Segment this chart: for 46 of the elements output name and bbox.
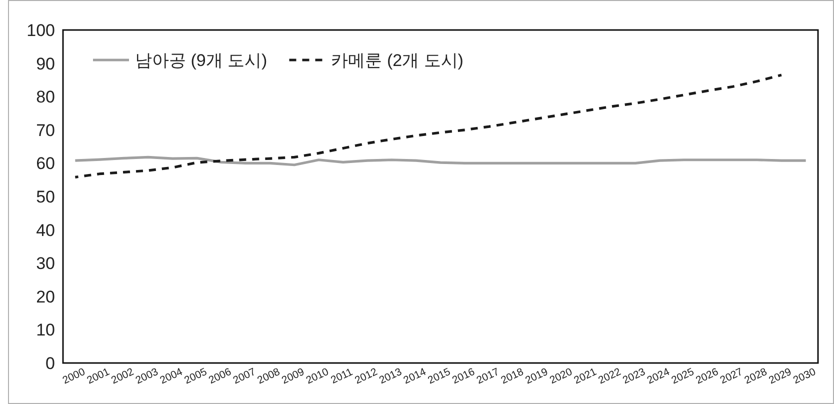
x-tick-label: 2013 [377,366,404,387]
x-tick-label: 2023 [620,366,648,387]
x-tick-label: 2006 [206,366,234,387]
y-tick-label: 80 [36,88,55,107]
line-series [74,74,783,178]
legend-label: 카메룬 (2개 도시) [331,51,464,70]
x-tick-label: 2001 [85,366,112,387]
x-tick-label: 2012 [353,366,380,387]
x-tick-label: 2007 [231,366,258,387]
x-tick-label: 2027 [718,366,745,387]
x-tick-label: 2014 [402,366,428,387]
x-tick-label: 2015 [426,366,452,387]
x-tick-label: 2026 [694,366,720,387]
x-tick-label: 2021 [572,366,599,387]
x-tick-label: 2019 [524,366,550,387]
x-tick-label: 2005 [182,366,209,387]
x-tick-label: 2000 [60,366,88,387]
x-tick-label: 2009 [280,366,306,387]
x-tick-label: 2025 [670,366,696,387]
y-tick-label: 60 [36,154,55,174]
x-tick-label: 2024 [645,366,672,387]
x-tick-label: 2004 [158,366,185,387]
x-tick-label: 2002 [110,366,136,387]
x-tick-label: 2020 [548,366,574,387]
x-tick-label: 2030 [791,366,818,387]
y-tick-label: 10 [36,320,55,340]
x-tick-label: 2018 [499,366,526,387]
x-tick-label: 2028 [742,366,770,387]
x-tick-label: 2017 [474,366,502,387]
y-tick-label: 30 [36,254,55,274]
y-tick-label: 90 [36,54,55,74]
y-tick-label: 50 [36,188,55,206]
x-tick-label: 2010 [304,366,331,387]
x-tick-label: 2003 [134,366,160,387]
legend-label: 남아공 (9개 도시) [135,51,268,70]
y-tick-label: 0 [46,354,55,373]
y-tick-label: 100 [26,21,55,40]
x-tick-label: 2022 [596,366,623,387]
y-tick-label: 20 [36,287,55,306]
x-tick-label: 2029 [767,366,794,387]
line-series [74,156,808,166]
x-tick-label: 2011 [329,366,355,386]
y-tick-label: 70 [36,120,55,140]
x-tick-label: 2008 [256,366,282,387]
y-tick-label: 40 [36,220,55,240]
x-tick-label: 2016 [450,366,477,387]
